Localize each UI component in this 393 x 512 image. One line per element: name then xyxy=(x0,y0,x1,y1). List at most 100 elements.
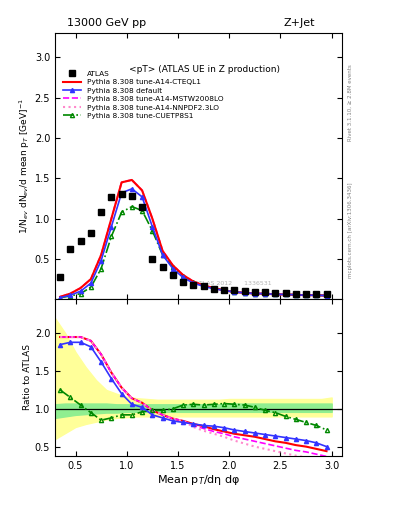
Pythia 8.308 tune-A14-NNPDF2.3LO xyxy=(181,272,185,278)
Pythia 8.308 default xyxy=(201,283,206,289)
Pythia 8.308 default xyxy=(99,258,103,264)
Pythia 8.308 tune-A14-CTEQL1 xyxy=(242,290,247,296)
X-axis label: Mean p$_T$/dη dφ: Mean p$_T$/dη dφ xyxy=(157,473,240,487)
Text: Z+Jet: Z+Jet xyxy=(283,18,315,28)
Pythia 8.308 tune-CUETP8S1 xyxy=(160,252,165,258)
Pythia 8.308 tune-A14-NNPDF2.3LO xyxy=(140,187,145,194)
Pythia 8.308 default xyxy=(109,224,114,230)
Pythia 8.308 tune-A14-CTEQL1 xyxy=(58,294,62,300)
Pythia 8.308 tune-CUETP8S1 xyxy=(242,290,247,296)
Pythia 8.308 tune-A14-MSTW2008LO xyxy=(99,252,103,258)
Pythia 8.308 tune-A14-MSTW2008LO xyxy=(119,179,124,185)
Pythia 8.308 tune-A14-CTEQL1 xyxy=(211,285,216,291)
Pythia 8.308 tune-CUETP8S1 xyxy=(119,209,124,215)
Y-axis label: Ratio to ATLAS: Ratio to ATLAS xyxy=(23,345,32,411)
Pythia 8.308 default xyxy=(171,266,175,272)
ATLAS xyxy=(88,230,93,236)
ATLAS xyxy=(232,287,237,293)
ATLAS xyxy=(211,286,216,292)
Pythia 8.308 tune-A14-CTEQL1 xyxy=(99,252,103,258)
Pythia 8.308 tune-A14-MSTW2008LO xyxy=(283,291,288,297)
Pythia 8.308 tune-CUETP8S1 xyxy=(324,292,329,298)
ATLAS xyxy=(130,193,134,199)
Text: 13000 GeV pp: 13000 GeV pp xyxy=(67,18,146,28)
Pythia 8.308 tune-CUETP8S1 xyxy=(304,292,309,298)
Pythia 8.308 tune-CUETP8S1 xyxy=(252,290,257,296)
ATLAS xyxy=(99,209,103,215)
Text: mcplots.cern.ch [arXiv:1306.3436]: mcplots.cern.ch [arXiv:1306.3436] xyxy=(348,183,353,278)
Pythia 8.308 tune-A14-MSTW2008LO xyxy=(109,216,114,222)
Pythia 8.308 tune-A14-CTEQL1 xyxy=(150,216,155,222)
Pythia 8.308 default xyxy=(58,294,62,301)
Legend: ATLAS, Pythia 8.308 tune-A14-CTEQL1, Pythia 8.308 default, Pythia 8.308 tune-A14: ATLAS, Pythia 8.308 tune-A14-CTEQL1, Pyt… xyxy=(62,69,226,121)
ATLAS xyxy=(181,279,185,285)
Pythia 8.308 tune-A14-MSTW2008LO xyxy=(58,294,62,300)
Pythia 8.308 default xyxy=(222,287,226,293)
Pythia 8.308 tune-CUETP8S1 xyxy=(171,264,175,270)
Pythia 8.308 tune-A14-MSTW2008LO xyxy=(68,290,73,296)
Pythia 8.308 default xyxy=(181,274,185,281)
Pythia 8.308 tune-A14-NNPDF2.3LO xyxy=(150,216,155,222)
ATLAS xyxy=(109,194,114,200)
ATLAS xyxy=(68,246,73,252)
Pythia 8.308 tune-CUETP8S1 xyxy=(273,291,278,297)
Pythia 8.308 tune-A14-NNPDF2.3LO xyxy=(324,292,329,298)
Pythia 8.308 tune-A14-NNPDF2.3LO xyxy=(191,279,196,285)
Pythia 8.308 tune-A14-NNPDF2.3LO xyxy=(211,285,216,291)
Line: Pythia 8.308 default: Pythia 8.308 default xyxy=(58,187,329,300)
Pythia 8.308 default xyxy=(88,280,93,286)
Pythia 8.308 tune-CUETP8S1 xyxy=(222,287,226,293)
ATLAS xyxy=(263,289,267,295)
ATLAS xyxy=(201,283,206,289)
Pythia 8.308 tune-A14-NNPDF2.3LO xyxy=(294,292,298,298)
Pythia 8.308 tune-A14-CTEQL1 xyxy=(324,292,329,298)
ATLAS xyxy=(78,238,83,244)
Pythia 8.308 tune-A14-MSTW2008LO xyxy=(150,216,155,222)
Pythia 8.308 tune-A14-CTEQL1 xyxy=(263,290,267,296)
Pythia 8.308 tune-A14-NNPDF2.3LO xyxy=(130,177,134,183)
Pythia 8.308 tune-CUETP8S1 xyxy=(99,266,103,272)
Pythia 8.308 tune-A14-CTEQL1 xyxy=(273,291,278,297)
Pythia 8.308 tune-A14-CTEQL1 xyxy=(140,187,145,194)
Pythia 8.308 tune-CUETP8S1 xyxy=(314,292,319,298)
Pythia 8.308 tune-A14-MSTW2008LO xyxy=(140,187,145,194)
Pythia 8.308 default xyxy=(140,194,145,200)
Pythia 8.308 default xyxy=(242,290,247,296)
ATLAS xyxy=(242,288,247,294)
ATLAS xyxy=(140,203,145,209)
Pythia 8.308 tune-CUETP8S1 xyxy=(58,294,62,301)
Pythia 8.308 tune-A14-CTEQL1 xyxy=(201,283,206,289)
ATLAS xyxy=(222,287,226,293)
ATLAS xyxy=(252,289,257,295)
Pythia 8.308 tune-A14-MSTW2008LO xyxy=(201,283,206,289)
Pythia 8.308 default xyxy=(252,290,257,296)
Pythia 8.308 tune-A14-CTEQL1 xyxy=(191,279,196,285)
Pythia 8.308 default xyxy=(232,289,237,295)
Pythia 8.308 default xyxy=(68,292,73,298)
Pythia 8.308 tune-A14-CTEQL1 xyxy=(252,290,257,296)
Pythia 8.308 tune-CUETP8S1 xyxy=(109,233,114,240)
ATLAS xyxy=(119,191,124,198)
ATLAS xyxy=(324,290,329,296)
Pythia 8.308 tune-A14-MSTW2008LO xyxy=(78,285,83,291)
Pythia 8.308 tune-A14-CTEQL1 xyxy=(283,291,288,297)
Pythia 8.308 tune-A14-CTEQL1 xyxy=(68,290,73,296)
Pythia 8.308 tune-A14-MSTW2008LO xyxy=(181,272,185,278)
Pythia 8.308 tune-A14-CTEQL1 xyxy=(294,292,298,298)
Pythia 8.308 tune-A14-CTEQL1 xyxy=(130,177,134,183)
Pythia 8.308 tune-A14-NNPDF2.3LO xyxy=(304,292,309,298)
Pythia 8.308 tune-CUETP8S1 xyxy=(130,203,134,209)
Pythia 8.308 tune-A14-MSTW2008LO xyxy=(273,291,278,297)
Pythia 8.308 tune-A14-MSTW2008LO xyxy=(211,285,216,291)
Pythia 8.308 tune-A14-MSTW2008LO xyxy=(324,292,329,298)
Pythia 8.308 tune-A14-NNPDF2.3LO xyxy=(283,291,288,297)
Pythia 8.308 tune-A14-NNPDF2.3LO xyxy=(222,287,226,293)
Pythia 8.308 tune-A14-CTEQL1 xyxy=(88,276,93,282)
Pythia 8.308 default xyxy=(283,291,288,297)
Text: ATLAS 2012      1336531: ATLAS 2012 1336531 xyxy=(195,281,271,286)
ATLAS xyxy=(314,290,319,296)
Pythia 8.308 tune-A14-MSTW2008LO xyxy=(171,262,175,268)
Pythia 8.308 tune-A14-CTEQL1 xyxy=(304,292,309,298)
Pythia 8.308 tune-A14-NNPDF2.3LO xyxy=(160,248,165,254)
Pythia 8.308 tune-CUETP8S1 xyxy=(181,273,185,279)
